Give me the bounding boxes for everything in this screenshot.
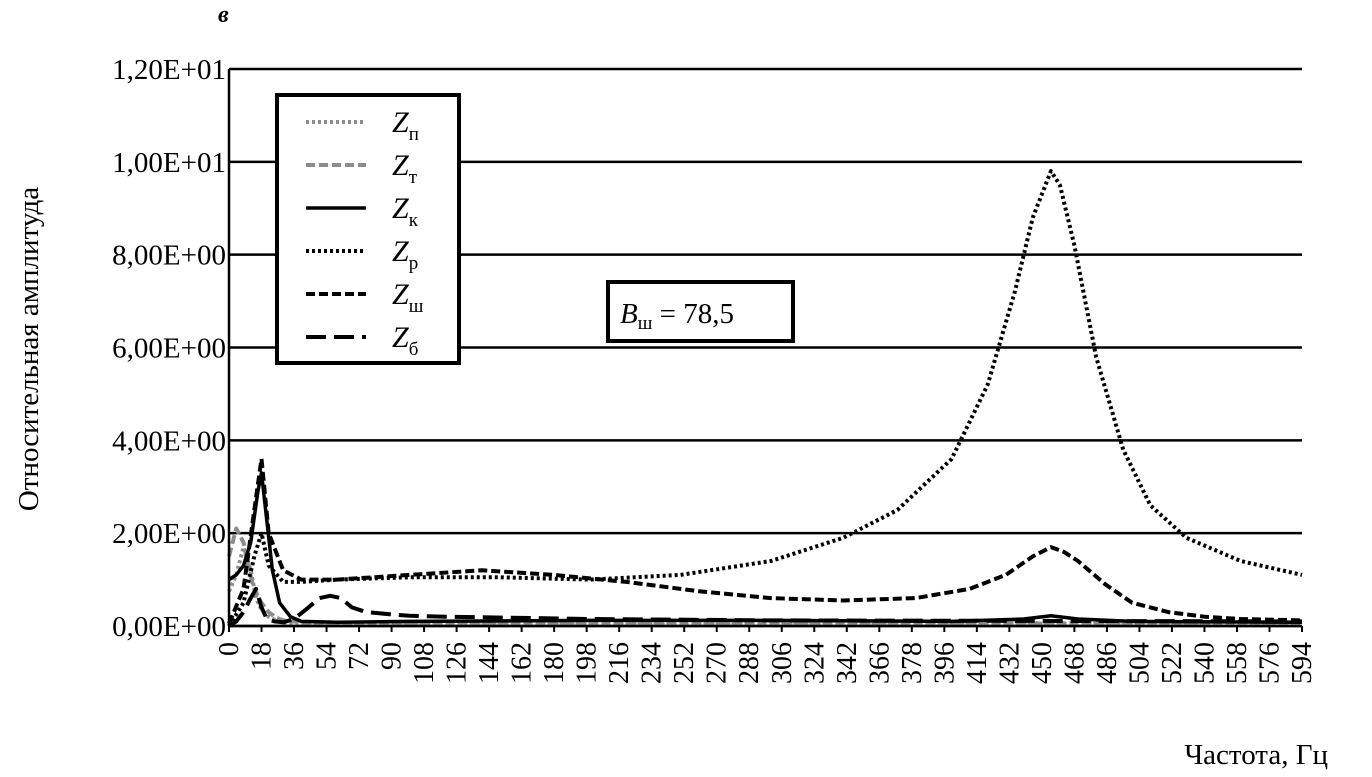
legend: Zп Zт Zк Zр Zш Zб	[275, 93, 461, 365]
y-tick-label-1: 2,00E+00	[112, 518, 226, 550]
axes	[227, 69, 1303, 632]
x-tick-label-14: 252	[669, 642, 700, 684]
x-tick-label-21: 378	[897, 642, 928, 684]
series-line-р	[227, 169, 1303, 628]
x-tick-label-10: 180	[539, 642, 570, 684]
y-tick-label-3: 6,00E+00	[112, 333, 226, 365]
series-line-к	[228, 471, 1303, 625]
y-axis-label: Относительная амплитуда	[13, 187, 45, 511]
x-tick-label-19: 342	[832, 642, 863, 684]
y-tick-label-2: 4,00E+00	[112, 425, 226, 457]
x-tick-label-20: 366	[864, 642, 895, 684]
x-tick-label-12: 216	[604, 642, 635, 684]
x-tick-labels: 0 18 36 54 72 90 108 126 144 162 180 198 216 234 252 27…	[214, 642, 1318, 684]
x-tick-label-33: 594	[1287, 642, 1318, 684]
x-tick-label-22: 396	[929, 642, 960, 684]
annotation-box: Bш = 78,5	[606, 280, 795, 343]
x-tick-label-5: 90	[377, 642, 408, 670]
legend-label-т: Zт	[392, 149, 418, 188]
x-tick-label-25: 450	[1027, 642, 1058, 684]
legend-label-р: Zр	[392, 235, 418, 274]
svg-text:Bш = 78,5: Bш = 78,5	[620, 298, 734, 334]
x-tick-label-8: 144	[474, 642, 505, 684]
series-line-ш	[227, 456, 1303, 625]
x-tick-label-9: 162	[507, 642, 538, 684]
x-tick-label-11: 198	[572, 642, 603, 684]
annotation-value: = 78,5	[652, 298, 734, 330]
series-line-б	[227, 586, 1303, 628]
x-tick-label-2: 36	[279, 642, 310, 670]
x-tick-label-28: 504	[1124, 642, 1155, 684]
x-tick-label-13: 234	[637, 642, 668, 684]
x-tick-label-31: 558	[1222, 642, 1253, 684]
annotation-subscript: ш	[638, 313, 653, 334]
x-tick-label-27: 486	[1092, 642, 1123, 684]
x-tick-label-6: 108	[409, 642, 440, 684]
x-tick-label-18: 324	[799, 642, 830, 684]
x-tick-label-32: 576	[1254, 642, 1285, 684]
legend-label-ш: Zш	[392, 278, 424, 317]
annotation-frame	[606, 280, 795, 343]
annotation-symbol: B	[620, 298, 638, 330]
legend-label-к: Zк	[392, 192, 419, 231]
x-tick-label-4: 72	[344, 642, 375, 670]
x-axis-label: Частота, Гц	[1184, 739, 1328, 771]
x-tick-label-1: 18	[247, 642, 278, 670]
legend-label-п: Zп	[392, 106, 419, 145]
x-tick-label-7: 126	[442, 642, 473, 684]
x-tick-label-29: 522	[1157, 642, 1188, 684]
x-tick-label-0: 0	[214, 642, 245, 656]
y-tick-labels: 0,00E+00 2,00E+00 4,00E+00 6,00E+00 8,00E+00…	[112, 54, 226, 643]
legend-box	[275, 93, 461, 365]
x-tick-label-23: 414	[962, 642, 993, 684]
series-lines	[227, 169, 1303, 628]
x-tick-label-16: 288	[734, 642, 765, 684]
legend-label-б: Zб	[392, 321, 418, 360]
x-tick-label-15: 270	[702, 642, 733, 684]
x-tick-label-26: 468	[1059, 642, 1090, 684]
y-tick-label-6: 1,20E+01	[112, 54, 226, 86]
x-tick-label-30: 540	[1189, 642, 1220, 684]
panel-label: в	[218, 2, 229, 28]
y-tick-label-5: 1,00E+01	[112, 147, 226, 179]
y-tick-label-4: 8,00E+00	[112, 240, 226, 272]
x-tick-label-17: 306	[767, 642, 798, 684]
x-tick-label-3: 54	[312, 642, 343, 670]
x-tick-label-24: 432	[994, 642, 1025, 684]
y-tick-label-0: 0,00E+00	[112, 611, 226, 643]
